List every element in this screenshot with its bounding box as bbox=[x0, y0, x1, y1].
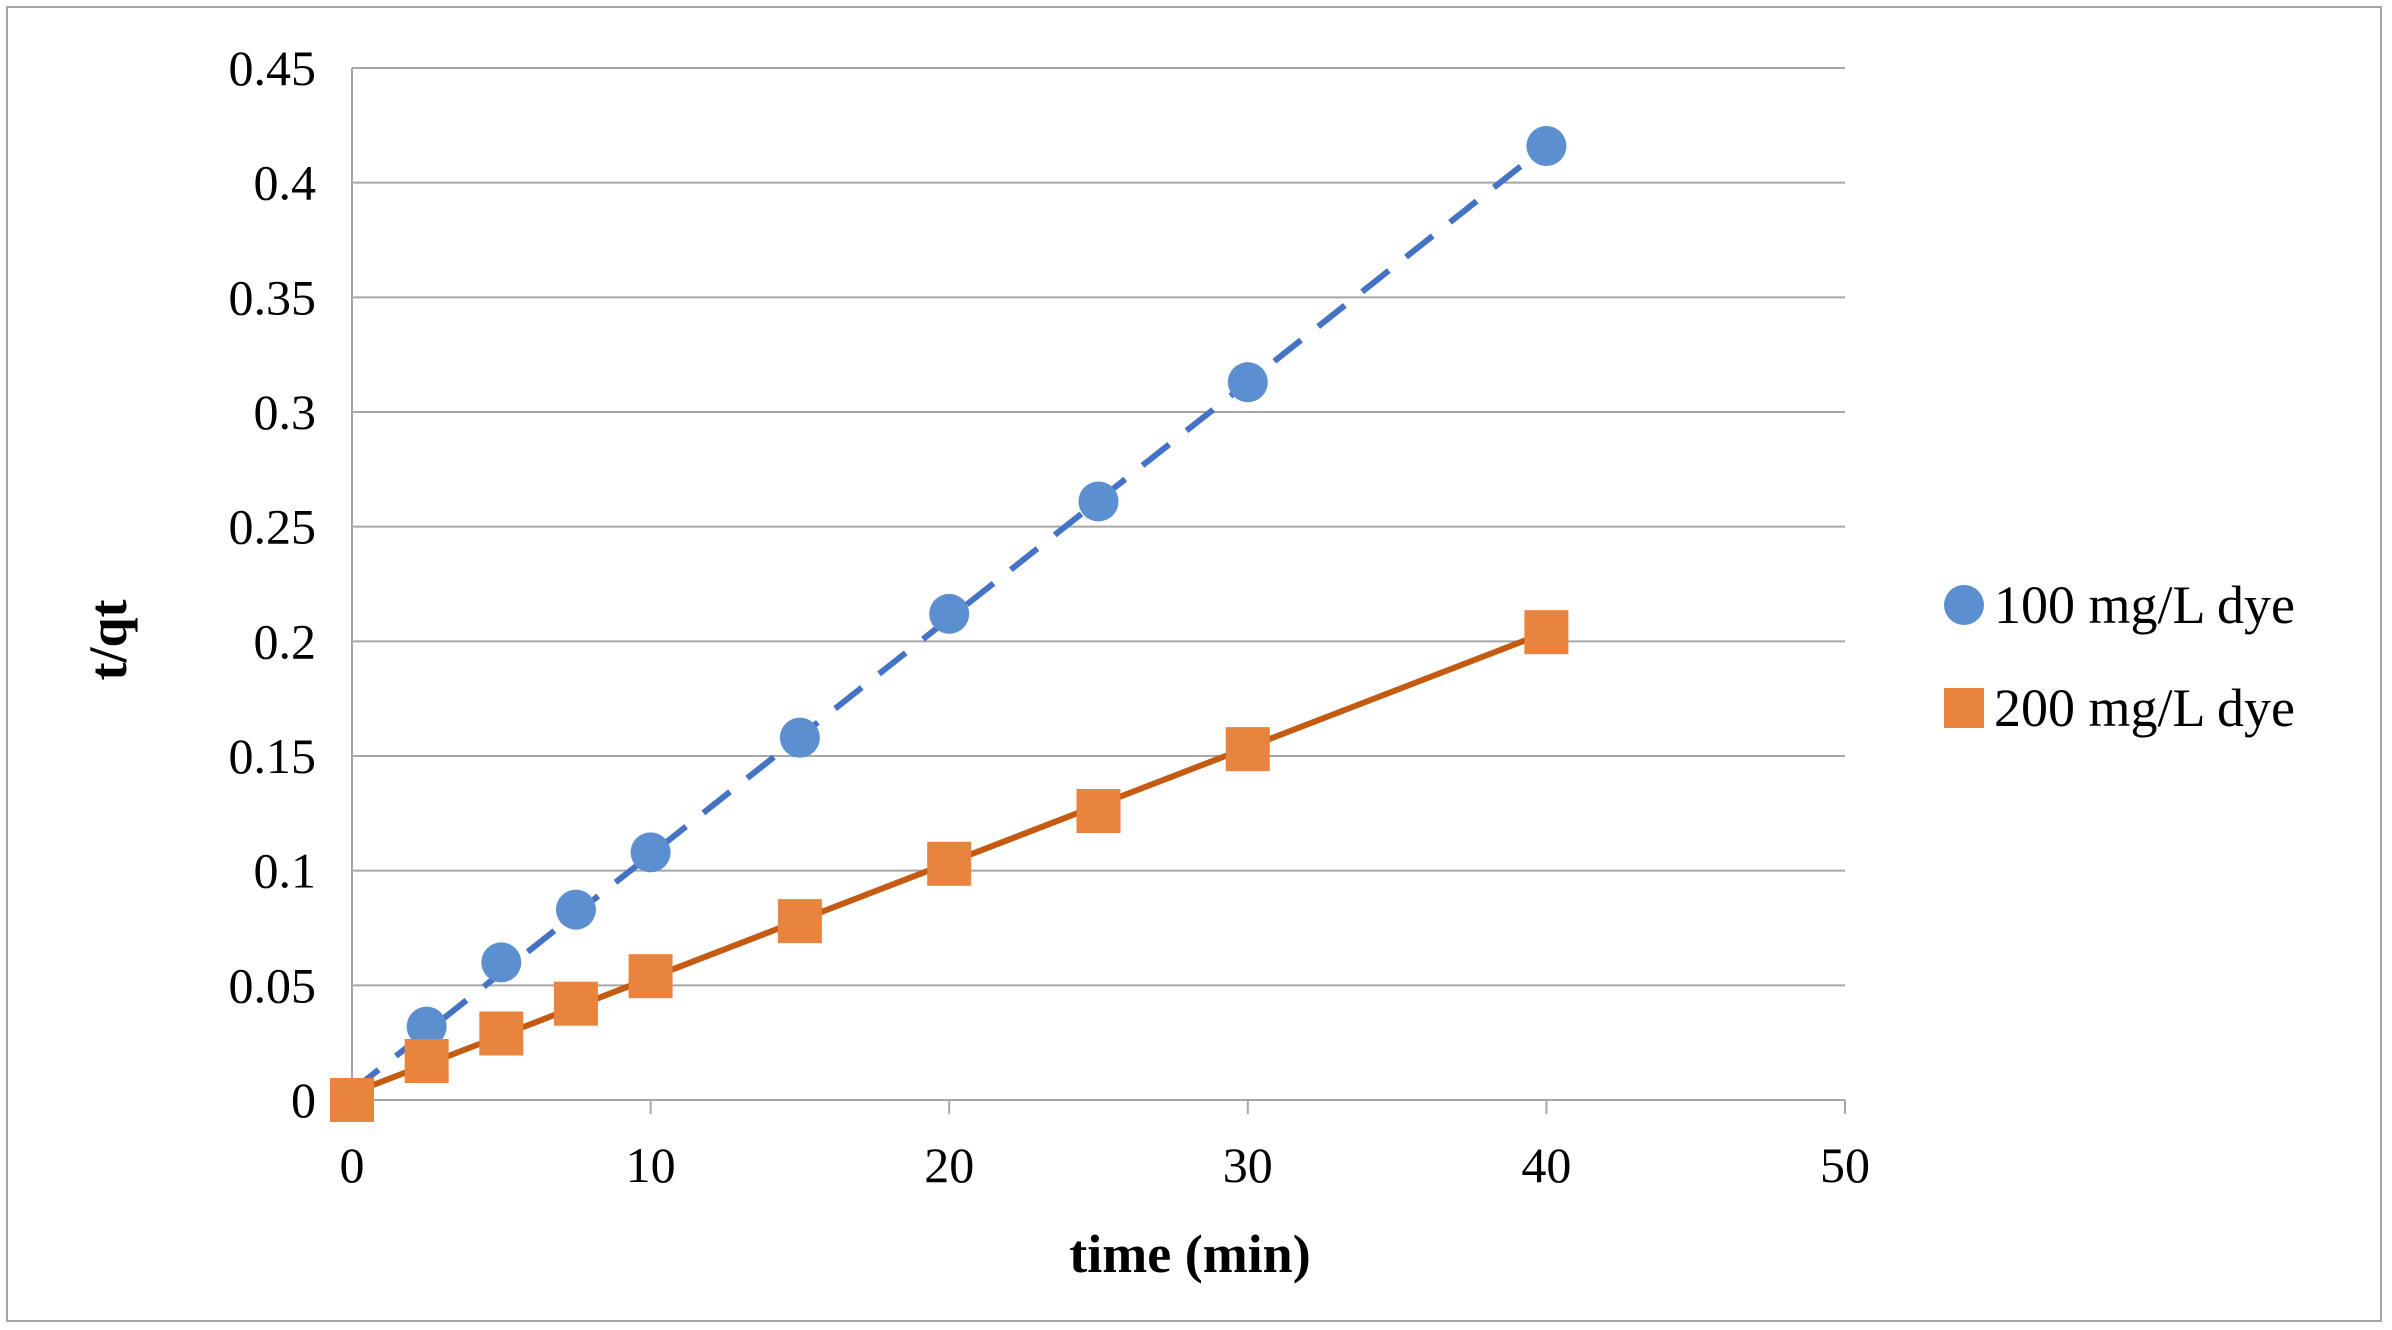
data-point-100mg bbox=[630, 832, 671, 873]
y-tick-label: 0.1 bbox=[254, 843, 317, 899]
x-tick-label: 40 bbox=[1521, 1137, 1571, 1193]
y-tick-label: 0.45 bbox=[229, 40, 317, 96]
data-point-200mg bbox=[330, 1078, 374, 1122]
chart-frame bbox=[6, 6, 2382, 1322]
y-tick-label: 0.2 bbox=[254, 613, 317, 669]
data-point-200mg bbox=[479, 1011, 524, 1056]
y-tick-label: 0.15 bbox=[229, 728, 317, 784]
legend: 100 mg/L dye 200 mg/L dye bbox=[1944, 575, 2295, 738]
y-tick-label: 0.25 bbox=[229, 499, 317, 555]
data-point-200mg bbox=[1076, 789, 1121, 834]
data-point-200mg bbox=[628, 954, 673, 999]
grid-lines bbox=[352, 67, 1845, 987]
data-point-200mg bbox=[777, 899, 822, 944]
x-tick-label: 0 bbox=[340, 1137, 365, 1193]
y-tick-label: 0.05 bbox=[229, 957, 317, 1013]
data-point-200mg bbox=[1225, 727, 1270, 772]
y-tick-labels: 0 0.05 0.1 0.15 0.2 0.25 0.3 0.35 0.4 0.45 bbox=[229, 40, 317, 1128]
legend-label-200mg: 200 mg/L dye bbox=[1994, 678, 2295, 738]
data-point-100mg bbox=[779, 717, 820, 758]
data-point-200mg bbox=[404, 1039, 449, 1084]
x-tick-label: 50 bbox=[1820, 1137, 1870, 1193]
data-point-100mg bbox=[481, 942, 522, 983]
data-point-100mg bbox=[929, 593, 970, 634]
y-axis-title: t/qt bbox=[78, 599, 138, 680]
legend-label-100mg: 100 mg/L dye bbox=[1994, 575, 2295, 635]
y-tick-label: 0.3 bbox=[254, 384, 317, 440]
x-axis-title: time (min) bbox=[1069, 1224, 1310, 1284]
axes bbox=[351, 68, 1846, 1114]
x-tick-label: 10 bbox=[626, 1137, 676, 1193]
x-tick-label: 30 bbox=[1223, 1137, 1273, 1193]
data-point-100mg bbox=[406, 1006, 447, 1047]
data-point-100mg bbox=[1227, 362, 1268, 403]
data-points bbox=[330, 125, 1569, 1122]
data-point-200mg bbox=[553, 981, 598, 1026]
data-point-100mg bbox=[555, 889, 596, 930]
data-point-100mg bbox=[1526, 125, 1567, 166]
x-tick-labels: 0 10 20 30 40 50 bbox=[340, 1137, 1871, 1193]
legend-marker-100mg bbox=[1944, 585, 1984, 625]
data-point-200mg bbox=[927, 841, 972, 886]
x-tick-label: 20 bbox=[924, 1137, 974, 1193]
legend-marker-200mg bbox=[1944, 688, 1984, 728]
y-tick-label: 0.35 bbox=[229, 269, 317, 325]
data-point-200mg bbox=[1524, 610, 1569, 655]
y-tick-label: 0 bbox=[291, 1072, 316, 1128]
y-tick-label: 0.4 bbox=[254, 155, 317, 211]
data-point-100mg bbox=[1078, 481, 1119, 522]
